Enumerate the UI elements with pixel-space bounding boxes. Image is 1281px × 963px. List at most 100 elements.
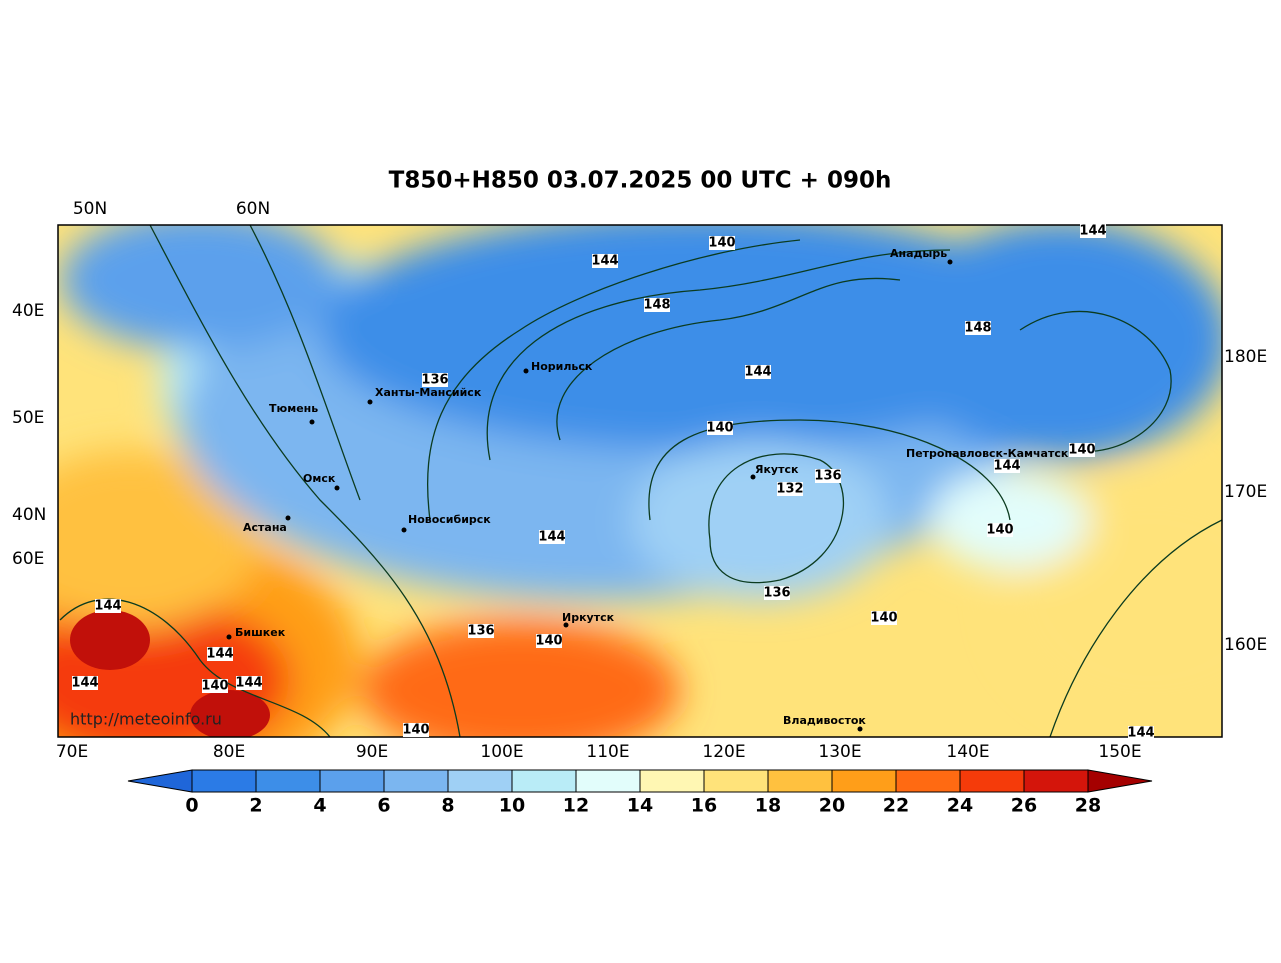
contour-label-bg [707,421,733,435]
city-dot [523,368,529,374]
contour-label: 144 [94,599,121,614]
colorbar-segment [191,769,257,793]
contour-label-bg [539,530,565,544]
city-label: Ханты-Мансийск [375,386,482,399]
contour-label-bg [709,236,735,250]
contour-label: 144 [235,676,262,691]
city-label: Тюмень [269,402,318,415]
colorbar-tick-label: 22 [883,795,909,817]
contour-label: 140 [706,421,733,436]
city-dot [367,399,373,405]
contour-label-bg [202,679,228,693]
colorbar-tick-label: 24 [947,795,973,817]
colorbar-segment [383,769,449,793]
colorbar-segment [831,769,897,793]
colorbar-segment [575,769,641,793]
contour-label-bg [965,321,991,335]
colorbar-tick-label: 0 [185,795,198,817]
contour-label: 144 [744,365,771,380]
contour-label: 140 [1068,443,1095,458]
contour-label-bg [95,599,121,613]
contour-label: 136 [763,586,790,601]
colorbar-min-arrow [127,769,193,793]
colorbar-tick-label: 18 [755,795,781,817]
lon-label: 110E [586,742,629,762]
city-dot [947,259,953,265]
contour-label-bg [777,482,803,496]
contour-label-bg [207,647,233,661]
left-label: 40E [12,301,44,321]
contour-label: 144 [1127,726,1154,741]
contour-label-bg [815,469,841,483]
left-label: 40N [12,505,46,525]
colorbar-segment [639,769,705,793]
city-label: Норильск [531,360,593,373]
contour-label: 144 [538,530,565,545]
contour-label: 148 [643,298,670,313]
contour-label: 140 [535,634,562,649]
contour-label-bg [422,373,448,387]
lat-label: 50N [73,199,107,219]
contour-label-bg [236,676,262,690]
city-label: Бишкек [235,626,286,639]
map-frame [57,224,1223,738]
city-dot [750,474,756,480]
city-label: Иркутск [562,611,615,624]
colorbar-tick-label: 14 [627,795,653,817]
lon-label: 140E [946,742,989,762]
colorbar-tick-label: 12 [563,795,589,817]
watermark: http://meteoinfo.ru [70,710,222,729]
lon-label: 130E [818,742,861,762]
contour-label-bg [745,365,771,379]
contour-label-bg [644,298,670,312]
colorbar-tick-label: 8 [441,795,454,817]
contour-label: 136 [467,624,494,639]
colorbar-tick-label: 26 [1011,795,1037,817]
contour-label: 132 [776,482,803,497]
contour-label: 140 [986,523,1013,538]
lon-label: 70E [56,742,88,762]
colorbar-tick-label: 16 [691,795,717,817]
contour-label: 144 [993,459,1020,474]
colorbar-segment [319,769,385,793]
contour-label-bg [468,624,494,638]
colorbar-segment [703,769,769,793]
city-dot [401,527,407,533]
city-dot [857,726,863,732]
contour-label: 148 [964,321,991,336]
city-label: Астана [243,521,287,534]
left-label: 60E [12,549,44,569]
title: T850+H850 03.07.2025 00 UTC + 090h [389,168,892,194]
contour-label: 136 [814,469,841,484]
contour-label-bg [994,459,1020,473]
contour-label: 140 [870,611,897,626]
city-dot [226,634,232,640]
lon-label: 80E [213,742,245,762]
colorbar-tick-label: 28 [1075,795,1101,817]
city-dot [285,515,291,521]
right-label: 180E [1224,347,1267,367]
contour-label: 144 [1079,224,1106,239]
colorbar-segment [767,769,833,793]
right-label: 160E [1224,635,1267,655]
contour-label-bg [592,254,618,268]
contour-label: 144 [71,676,98,691]
contour-label: 140 [708,236,735,251]
city-label: Новосибирск [408,513,491,526]
contour-label-bg [987,523,1013,537]
colorbar-tick-label: 2 [249,795,262,817]
colorbar-tick-label: 4 [313,795,326,817]
contour-label-bg [1069,443,1095,457]
lon-label: 90E [356,742,388,762]
city-label: Омск [303,472,336,485]
lon-label: 120E [702,742,745,762]
city-label: Петропавловск-Камчатский [906,447,1084,460]
contour-label-bg [1128,726,1154,740]
lon-label: 100E [480,742,523,762]
city-dot [334,485,340,491]
contour-label-bg [1080,224,1106,238]
colorbar-tick-label: 20 [819,795,845,817]
lon-label: 150E [1098,742,1141,762]
city-dot [563,622,569,628]
